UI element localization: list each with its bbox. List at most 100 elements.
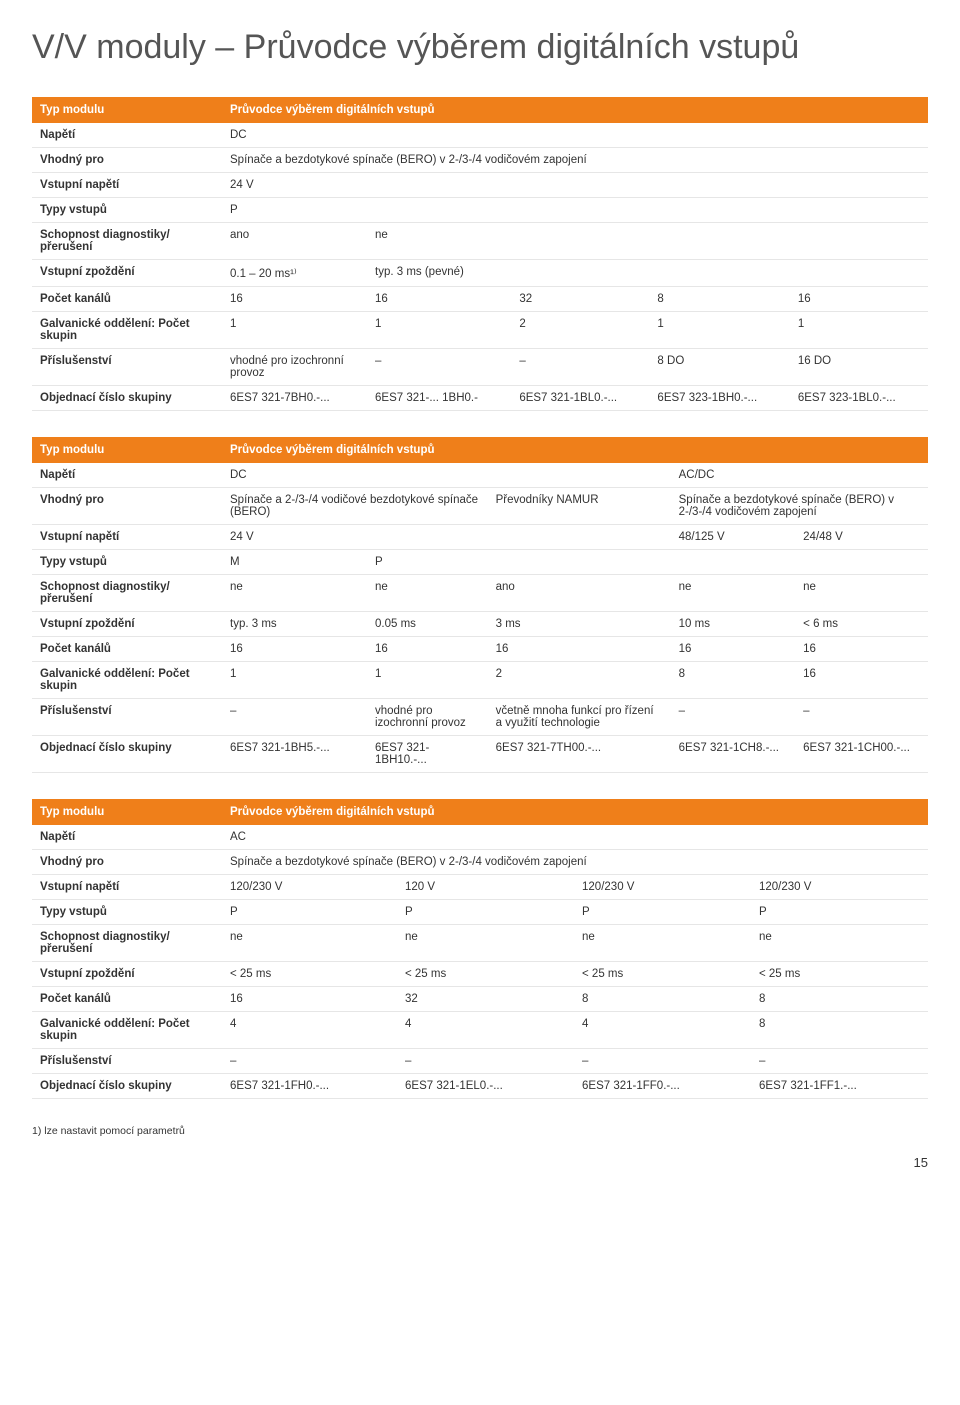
cell: 8 DO [649, 349, 789, 386]
cell: – [574, 1049, 751, 1074]
table-digital-inputs-1: Typ modulu Průvodce výběrem digitálních … [32, 97, 928, 411]
cell: 1 [222, 662, 367, 699]
cell: 16 [222, 987, 397, 1012]
header-value: Průvodce výběrem digitálních vstupů [222, 97, 928, 123]
cell: 1 [367, 662, 488, 699]
cell: 24/48 V [795, 525, 928, 550]
table-header-row: Typ modulu Průvodce výběrem digitálních … [32, 799, 928, 825]
row-label: Vhodný pro [32, 148, 222, 173]
cell: 0.1 – 20 ms¹⁾ [222, 260, 367, 287]
cell: 6ES7 321-1EL0.-... [397, 1074, 574, 1099]
table-row: Vstupní napětí24 V [32, 173, 928, 198]
table-row: Příslušenství–vhodné pro izochronní prov… [32, 699, 928, 736]
table-row: Vstupní zpožděnítyp. 3 ms0.05 ms3 ms10 m… [32, 612, 928, 637]
cell: 6ES7 321-1FH0.-... [222, 1074, 397, 1099]
cell: – [671, 699, 796, 736]
row-label: Schopnost diagnostiky/ přerušení [32, 575, 222, 612]
table-row: Příslušenství–––– [32, 1049, 928, 1074]
row-label: Příslušenství [32, 1049, 222, 1074]
cell: P [574, 900, 751, 925]
table-digital-inputs-2: Typ modulu Průvodce výběrem digitálních … [32, 437, 928, 773]
table-row: Počet kanálů1616161616 [32, 637, 928, 662]
cell: ne [222, 575, 367, 612]
cell: < 25 ms [397, 962, 574, 987]
cell: 4 [574, 1012, 751, 1049]
cell: – [222, 699, 367, 736]
table-row: Typy vstupůMP [32, 550, 928, 575]
cell: 24 V [222, 173, 928, 198]
table-row: Vstupní zpoždění< 25 ms< 25 ms< 25 ms< 2… [32, 962, 928, 987]
page-title: V/V moduly – Průvodce výběrem digitálníc… [32, 28, 928, 67]
cell: 8 [574, 987, 751, 1012]
cell: P [397, 900, 574, 925]
cell: Spínače a bezdotykové spínače (BERO) v 2… [671, 488, 928, 525]
row-label: Napětí [32, 463, 222, 488]
row-label: Vhodný pro [32, 488, 222, 525]
row-label: Vstupní zpoždění [32, 612, 222, 637]
row-label: Galvanické oddělení: Počet skupin [32, 662, 222, 699]
row-label: Typy vstupů [32, 198, 222, 223]
cell: 3 ms [488, 612, 671, 637]
header-label: Typ modulu [32, 799, 222, 825]
cell: ano [222, 223, 367, 260]
cell: 16 [222, 637, 367, 662]
table-row: Počet kanálů163288 [32, 987, 928, 1012]
cell: 24 V [222, 525, 671, 550]
cell: 6ES7 321-... 1BH0.- [367, 386, 511, 411]
table-row: Vhodný proSpínače a 2-/3-/4 vodičové bez… [32, 488, 928, 525]
table-row: NapětíAC [32, 825, 928, 850]
cell: 6ES7 321-1FF1.-... [751, 1074, 928, 1099]
cell: 48/125 V [671, 525, 796, 550]
cell: 1 [367, 312, 511, 349]
row-label: Vstupní napětí [32, 875, 222, 900]
cell: DC [222, 463, 671, 488]
cell: 16 DO [790, 349, 928, 386]
cell: typ. 3 ms [222, 612, 367, 637]
table-row: Typy vstupůP [32, 198, 928, 223]
cell: 1 [790, 312, 928, 349]
cell: P [222, 198, 928, 223]
table-row: Galvanické oddělení: Počet skupin4448 [32, 1012, 928, 1049]
cell: DC [222, 123, 928, 148]
cell: < 25 ms [574, 962, 751, 987]
cell: 2 [488, 662, 671, 699]
row-label: Schopnost diagnostiky/ přerušení [32, 223, 222, 260]
cell: Spínače a 2-/3-/4 vodičové bezdotykové s… [222, 488, 488, 525]
table-row: NapětíDCAC/DC [32, 463, 928, 488]
cell: ne [795, 575, 928, 612]
row-label: Příslušenství [32, 349, 222, 386]
cell: 120/230 V [222, 875, 397, 900]
cell: – [367, 349, 511, 386]
cell: 1 [222, 312, 367, 349]
table-row: Galvanické oddělení: Počet skupin112816 [32, 662, 928, 699]
cell: 6ES7 321-1CH8.-... [671, 736, 796, 773]
cell: 16 [795, 637, 928, 662]
cell: 8 [751, 987, 928, 1012]
cell: včetně mnoha funkcí pro řízení a využití… [488, 699, 671, 736]
header-value: Průvodce výběrem digitálních vstupů [222, 799, 928, 825]
cell: 6ES7 321-7BH0.-... [222, 386, 367, 411]
cell: P [367, 550, 928, 575]
table-row: Schopnost diagnostiky/ přerušeníneneanon… [32, 575, 928, 612]
cell: – [795, 699, 928, 736]
row-label: Počet kanálů [32, 287, 222, 312]
cell: P [751, 900, 928, 925]
cell: ne [367, 575, 488, 612]
row-label: Galvanické oddělení: Počet skupin [32, 1012, 222, 1049]
page-number: 15 [32, 1155, 928, 1170]
table-row: Schopnost diagnostiky/ přerušenínenenene [32, 925, 928, 962]
cell: 2 [511, 312, 649, 349]
row-label: Počet kanálů [32, 987, 222, 1012]
table-row: Objednací číslo skupiny6ES7 321-1BH5.-..… [32, 736, 928, 773]
cell: 8 [751, 1012, 928, 1049]
cell: – [397, 1049, 574, 1074]
cell: < 25 ms [222, 962, 397, 987]
cell: – [222, 1049, 397, 1074]
table-row: Typy vstupůPPPP [32, 900, 928, 925]
cell: 4 [222, 1012, 397, 1049]
cell: 8 [649, 287, 789, 312]
cell: 32 [397, 987, 574, 1012]
cell: 16 [488, 637, 671, 662]
row-label: Galvanické oddělení: Počet skupin [32, 312, 222, 349]
cell: 16 [222, 287, 367, 312]
